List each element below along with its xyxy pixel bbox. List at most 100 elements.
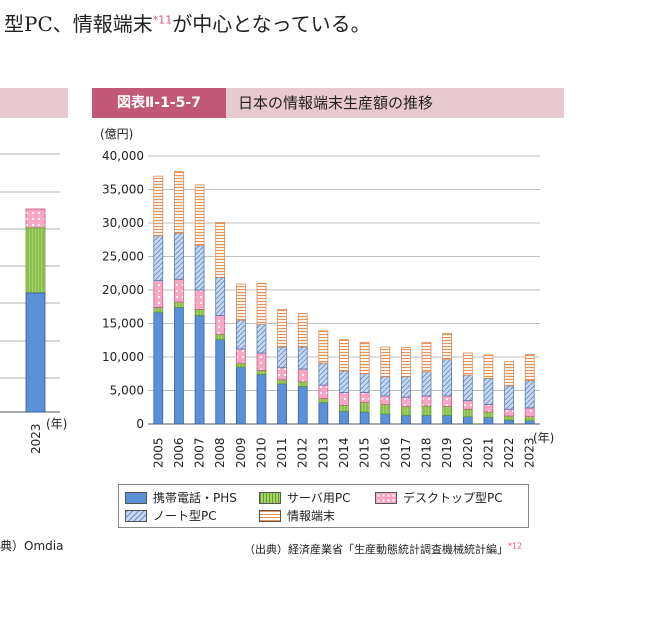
bar-info-2022 xyxy=(504,361,514,387)
source-text: （出典）経済産業省「生産動態統計調査機械統計編」 xyxy=(244,543,508,556)
bar-notebook-2007 xyxy=(194,244,205,291)
legend-item-desktop: デスクトップ型PC xyxy=(375,490,503,506)
left-source-note: 典）Omdia xyxy=(0,539,64,553)
bar-desktop-2018 xyxy=(421,395,432,407)
legend-item-notebook: ノート型PC xyxy=(125,508,217,524)
x-tick-label: 2005 xyxy=(151,437,165,468)
x-tick-label: 2011 xyxy=(275,437,289,468)
bar-desktop-2007 xyxy=(194,289,205,310)
bar-notebook-2015 xyxy=(359,373,370,393)
bar-desktop-2008 xyxy=(215,315,226,335)
bar-desktop-2022 xyxy=(504,408,514,417)
x-tick-label: 2017 xyxy=(399,437,413,468)
bar-desktop-2006 xyxy=(174,278,184,303)
bar-desktop-2021 xyxy=(483,404,494,413)
y-tick-label: 0 xyxy=(136,417,144,431)
bar-notebook-2006 xyxy=(174,232,184,280)
bar-server-2007 xyxy=(194,309,205,316)
bar-server-2017 xyxy=(401,406,411,416)
bar-info-2009 xyxy=(235,283,246,321)
bar-notebook-2016 xyxy=(380,376,391,397)
bar-mobile-2010 xyxy=(256,374,267,425)
bar-mobile-2011 xyxy=(277,383,287,425)
x-tick-label: 2006 xyxy=(172,437,186,468)
bar-mobile-2015 xyxy=(359,411,370,425)
x-tick-label: 2020 xyxy=(461,437,475,468)
bar-desktop-2017 xyxy=(401,396,411,407)
bar-mobile-2007 xyxy=(194,315,205,425)
bar-info-2007 xyxy=(194,184,205,246)
bar-server-2008 xyxy=(215,333,226,340)
bar-mobile-2022 xyxy=(504,419,514,425)
left-unit-label: (年) xyxy=(46,417,67,431)
bar-notebook-2009 xyxy=(235,319,246,350)
intro-text-after: が中心となっている。 xyxy=(172,12,371,36)
bar-mobile-2018 xyxy=(421,414,432,425)
bar-notebook-2017 xyxy=(401,376,411,398)
bar-server-2018 xyxy=(421,405,432,416)
chart-title-badge: 図表Ⅱ-1-5-7 xyxy=(92,88,226,118)
bar-notebook-2021 xyxy=(483,378,494,405)
bar-mobile-2021 xyxy=(483,416,494,425)
x-tick-label: 2022 xyxy=(502,437,516,468)
left-year-label: 2023 xyxy=(29,423,43,454)
intro-footnote: *11 xyxy=(152,13,173,27)
bar-desktop-2023 xyxy=(524,407,535,417)
left-title-bar xyxy=(0,88,68,118)
bar-desktop-2013 xyxy=(318,384,329,399)
chart-legend: 携帯電話・PHS サーバ用PC デスクトップ型PC ノート型PC 情報端末 xyxy=(118,484,529,528)
bar-desktop-2016 xyxy=(380,395,391,405)
legend-item-server: サーバ用PC xyxy=(259,490,351,506)
x-tick-label: 2007 xyxy=(193,437,207,468)
bar-desktop-2011 xyxy=(277,367,287,381)
x-tick-label: 2013 xyxy=(316,437,330,468)
bar-notebook-2019 xyxy=(442,359,453,397)
bar-desktop-2020 xyxy=(462,400,473,410)
x-tick-label: 2009 xyxy=(234,437,248,468)
y-tick-label: 25,000 xyxy=(102,250,144,264)
legend-swatch-info xyxy=(259,510,281,522)
bar-server-2022 xyxy=(504,415,514,421)
bar-desktop-2015 xyxy=(359,392,370,403)
bar-notebook-2014 xyxy=(339,370,349,393)
bar-server-2023 xyxy=(524,416,535,422)
left-partial-chart: 2023 (年) xyxy=(0,153,67,454)
x-tick-label: 2015 xyxy=(358,437,372,468)
chart-title-bar: 図表Ⅱ-1-5-7 日本の情報端末生産額の推移 xyxy=(92,88,564,118)
y-tick-label: 40,000 xyxy=(102,149,144,163)
bar-notebook-2013 xyxy=(318,362,329,386)
bar-server-2009 xyxy=(235,362,246,368)
bar-mobile-2009 xyxy=(235,366,246,425)
bar-desktop-2009 xyxy=(235,348,246,364)
y-axis-label: (億円) xyxy=(100,127,133,141)
bar-server-2006 xyxy=(174,301,184,308)
y-tick-label: 20,000 xyxy=(102,283,144,297)
bar-server-2011 xyxy=(277,379,287,385)
bar-notebook-2008 xyxy=(215,276,226,316)
bar-notebook-2012 xyxy=(297,346,308,370)
legend-label-info: 情報端末 xyxy=(287,509,336,523)
bar-info-2011 xyxy=(277,309,287,348)
bar-mobile-2023 xyxy=(524,420,535,425)
bar-info-2015 xyxy=(359,341,370,375)
source-footnote: *12 xyxy=(508,541,523,551)
bar-notebook-2018 xyxy=(421,371,432,397)
bar-info-2016 xyxy=(380,346,391,377)
main-chart: (億円) 0 5,000 10,000 15,000 20,000 25,000 30,00… xyxy=(100,127,554,468)
bar-server-2019 xyxy=(442,406,453,416)
x-axis-label: (年) xyxy=(533,431,554,445)
bar-notebook-2010 xyxy=(256,323,267,354)
bar-mobile-2014 xyxy=(339,410,349,425)
bar-info-2020 xyxy=(462,352,473,376)
bar-mobile-2006 xyxy=(174,307,184,425)
bar-desktop-2005 xyxy=(153,280,164,308)
legend-item-mobile: 携帯電話・PHS xyxy=(125,490,237,506)
legend-label-desktop: デスクトップ型PC xyxy=(403,491,503,505)
legend-swatch-mobile xyxy=(125,492,147,504)
x-tick-label: 2018 xyxy=(420,437,434,468)
bar-notebook-2011 xyxy=(277,346,287,369)
bar-info-2014 xyxy=(339,339,349,372)
x-tick-label: 2010 xyxy=(254,437,268,468)
bar-mobile-2017 xyxy=(401,414,411,425)
bar-info-2013 xyxy=(318,330,329,364)
